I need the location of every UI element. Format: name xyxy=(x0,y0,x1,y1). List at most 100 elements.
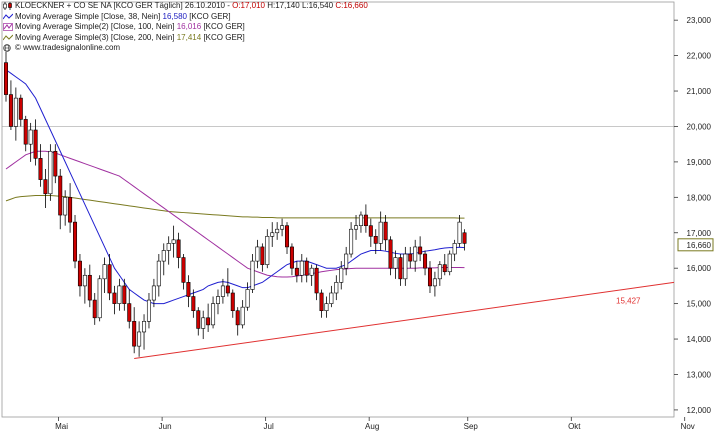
candle-body xyxy=(73,221,78,262)
last-price-box xyxy=(677,238,714,252)
globe-icon xyxy=(3,44,11,52)
candle-body xyxy=(398,257,403,280)
candle-body xyxy=(329,292,334,304)
last-price-label: 16,660 xyxy=(687,241,712,250)
instrument-name: KLOECKNER + CO SE NA [KCO GER Täglich] xyxy=(15,1,183,10)
watermark-text: © www.tradesignalonline.com xyxy=(15,43,121,52)
candle-body xyxy=(92,299,97,319)
candle-body xyxy=(77,260,82,287)
y-tick-label: 12,000 xyxy=(687,406,712,415)
candle-body xyxy=(378,221,383,244)
legend-ma100-row: Moving Average Simple(2) [Close, 100, Ne… xyxy=(3,22,368,33)
ma38-value: 16,580 xyxy=(162,11,187,21)
candle-body xyxy=(97,278,102,319)
candle-body xyxy=(304,260,309,276)
candle-body xyxy=(8,94,13,127)
candle-body xyxy=(309,267,314,276)
x-tick-label: Aug xyxy=(365,422,379,431)
close-value: C:16,660 xyxy=(335,1,368,10)
candle-body xyxy=(87,274,92,301)
legend-instrument-row: KLOECKNER + CO SE NA [KCO GER Täglich] 2… xyxy=(3,1,368,12)
candle-body xyxy=(250,260,255,290)
candle-body xyxy=(285,225,290,248)
candle-body xyxy=(43,179,48,195)
ma200-value: 17,414 xyxy=(176,32,202,42)
candle-body xyxy=(4,62,9,95)
x-tick-label: Sep xyxy=(464,422,479,431)
candle-body xyxy=(334,282,339,294)
candle-body xyxy=(215,296,220,304)
watermark-row: © www.tradesignalonline.com xyxy=(3,43,368,54)
candle-body xyxy=(260,246,265,265)
candle-body xyxy=(275,228,280,234)
candle-body xyxy=(48,150,53,195)
candle-body xyxy=(294,267,299,276)
ma100-value: 16,016 xyxy=(176,22,202,31)
candlestick-icon xyxy=(3,2,12,11)
candle-body xyxy=(393,257,398,269)
candle-body xyxy=(166,243,171,251)
candle-body xyxy=(413,246,418,262)
candle-body xyxy=(324,303,329,312)
candle-body xyxy=(368,225,373,237)
low-value: L:16,540 xyxy=(301,1,334,10)
x-tick-label: Mai xyxy=(55,422,68,431)
line-indicator-icon xyxy=(3,34,13,41)
ma100-label: Moving Average Simple(2) [Close, 100, Ne… xyxy=(15,22,175,31)
candle-body xyxy=(146,299,151,322)
candle-body xyxy=(18,97,23,120)
candle-body xyxy=(38,158,43,180)
candle-body xyxy=(181,257,186,283)
candle-body xyxy=(383,221,388,241)
support-trendline xyxy=(134,281,675,360)
y-tick-label: 22,000 xyxy=(687,52,712,61)
candle-body xyxy=(358,214,363,226)
candle-body xyxy=(403,253,408,280)
candle-body xyxy=(314,267,319,294)
candle-body xyxy=(156,260,161,287)
candle-body xyxy=(344,253,349,269)
y-tick-label: 18,000 xyxy=(687,193,712,202)
legend-ma38-row: Moving Average Simple [Close, 38, Nein] … xyxy=(3,12,368,23)
open-value: O:17,010 xyxy=(232,1,265,10)
candle-body xyxy=(28,129,33,145)
y-tick-label: 13,000 xyxy=(687,370,712,379)
candle-body xyxy=(319,292,324,312)
line-indicator-icon xyxy=(3,23,13,32)
x-tick-label: Nov xyxy=(681,422,695,431)
candle-body xyxy=(265,236,270,265)
candle-body xyxy=(161,250,166,262)
ma100-line xyxy=(5,150,465,278)
ma200-label: Moving Average Simple(3) [Close, 200, Ne… xyxy=(15,32,175,42)
x-tick-label: Jun xyxy=(159,422,172,431)
candle-body xyxy=(68,197,73,223)
candle-body xyxy=(13,97,18,127)
ma200-suffix: [KCO GER] xyxy=(203,32,245,42)
candle-body xyxy=(151,285,156,301)
candle-body xyxy=(240,306,245,326)
x-tick-label: Jul xyxy=(264,422,274,431)
candle-body xyxy=(427,267,432,287)
candle-body xyxy=(270,232,275,237)
chart-legend: KLOECKNER + CO SE NA [KCO GER Täglich] 2… xyxy=(3,1,368,54)
candle-body xyxy=(452,243,457,255)
candle-body xyxy=(112,292,117,304)
ma38-line xyxy=(5,69,465,305)
candle-body xyxy=(191,296,196,312)
candle-body xyxy=(63,197,68,216)
y-tick-label: 19,000 xyxy=(687,158,712,167)
candle-body xyxy=(82,274,87,287)
candle-body xyxy=(432,278,437,287)
high-value: H:17,140 xyxy=(267,1,300,10)
candle-body xyxy=(225,285,230,294)
candle-body xyxy=(142,321,147,333)
candle-body xyxy=(349,228,354,255)
candle-body xyxy=(196,310,201,329)
candle-body xyxy=(457,221,462,244)
candle-body xyxy=(408,253,413,262)
candle-body xyxy=(423,253,428,269)
ma100-suffix: [KCO GER] xyxy=(203,22,245,31)
ma38-label: Moving Average Simple [Close, 38, Nein] xyxy=(15,11,161,21)
candle-body xyxy=(102,264,107,280)
